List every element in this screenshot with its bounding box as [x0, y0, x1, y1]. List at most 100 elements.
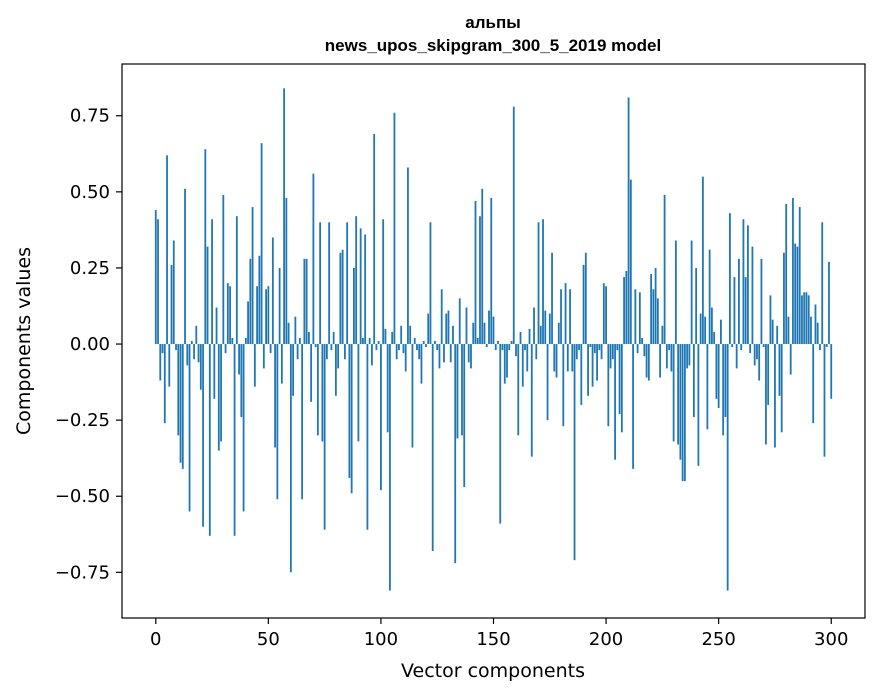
bar — [258, 255, 261, 345]
bar — [546, 344, 549, 421]
bar — [720, 319, 722, 345]
bar — [348, 344, 351, 478]
bar — [310, 344, 313, 402]
bar — [530, 344, 533, 457]
bar — [654, 267, 657, 345]
x-tick-label: 150 — [476, 629, 510, 650]
bar — [825, 344, 828, 348]
bar — [287, 322, 290, 345]
bar — [553, 344, 556, 372]
bar — [436, 344, 439, 351]
bar — [765, 344, 767, 445]
bar — [652, 289, 655, 345]
bar — [812, 344, 815, 424]
chart-subtitle: news_upos_skipgram_300_5_2019 model — [325, 36, 661, 55]
bar — [386, 344, 389, 433]
bar — [445, 313, 448, 345]
bar — [814, 304, 817, 345]
bar — [488, 310, 490, 345]
bar — [298, 337, 301, 345]
bar — [353, 267, 355, 345]
bar — [659, 344, 662, 378]
bar — [373, 134, 376, 345]
y-tick-label: −0.50 — [55, 486, 110, 507]
bar — [816, 322, 819, 345]
bar — [501, 344, 504, 351]
bar — [629, 179, 632, 345]
bar — [562, 344, 565, 427]
bar — [499, 344, 502, 524]
bar — [380, 344, 382, 491]
bar — [787, 316, 790, 345]
bar — [771, 319, 774, 345]
bar — [161, 344, 164, 354]
bar — [220, 344, 222, 442]
bar — [645, 344, 648, 378]
bar — [251, 207, 254, 345]
bar — [762, 344, 765, 348]
bar — [650, 274, 653, 345]
bar — [289, 344, 292, 573]
bar — [494, 344, 497, 351]
bar — [625, 270, 628, 345]
bar — [503, 344, 506, 384]
bar — [199, 344, 202, 390]
bar — [774, 344, 776, 448]
bar — [497, 341, 499, 345]
bar — [402, 344, 405, 354]
bar — [724, 344, 727, 418]
x-tick-label: 0 — [150, 629, 161, 650]
y-tick-label: 0.75 — [70, 106, 110, 127]
bar — [573, 344, 576, 561]
bar — [656, 298, 659, 345]
bar — [663, 194, 666, 345]
bar — [510, 341, 513, 345]
bar — [697, 344, 700, 466]
bar — [319, 222, 322, 345]
bar — [242, 344, 245, 512]
bar — [454, 344, 457, 564]
bar — [683, 344, 686, 482]
bar — [661, 325, 664, 345]
bar — [465, 307, 468, 345]
bar — [418, 344, 421, 360]
bar — [307, 331, 310, 345]
bar — [274, 344, 276, 448]
y-tick-label: 0.25 — [70, 258, 110, 279]
bar — [233, 344, 236, 536]
bar — [623, 277, 625, 345]
bar — [803, 292, 806, 345]
bar — [769, 295, 772, 345]
bar — [528, 328, 531, 345]
bar — [753, 344, 756, 366]
bar — [731, 344, 734, 348]
bar — [598, 344, 601, 351]
bar — [744, 277, 747, 345]
bar — [195, 325, 198, 345]
bar — [238, 344, 240, 375]
bar — [519, 331, 522, 345]
bar — [699, 313, 702, 345]
bar — [175, 344, 177, 351]
bar — [641, 337, 643, 345]
bar — [294, 316, 297, 345]
bar — [438, 344, 441, 369]
y-tick-label: −0.75 — [55, 562, 110, 583]
x-tick-label: 100 — [364, 629, 398, 650]
bar — [805, 292, 808, 345]
bar — [393, 112, 396, 345]
bar — [508, 344, 511, 351]
bar — [240, 344, 243, 418]
bar — [778, 344, 781, 396]
bar — [780, 344, 783, 433]
bar — [316, 344, 319, 436]
bar — [359, 228, 362, 345]
bar — [807, 295, 810, 345]
y-axis-ticks: −0.75 −0.50 −0.25 0.00 0.25 0.50 0.75 — [55, 106, 122, 583]
bar — [168, 344, 171, 387]
bar — [425, 344, 427, 348]
bar — [323, 344, 326, 530]
bar — [476, 337, 479, 345]
bar — [177, 344, 180, 436]
bar — [611, 344, 614, 360]
